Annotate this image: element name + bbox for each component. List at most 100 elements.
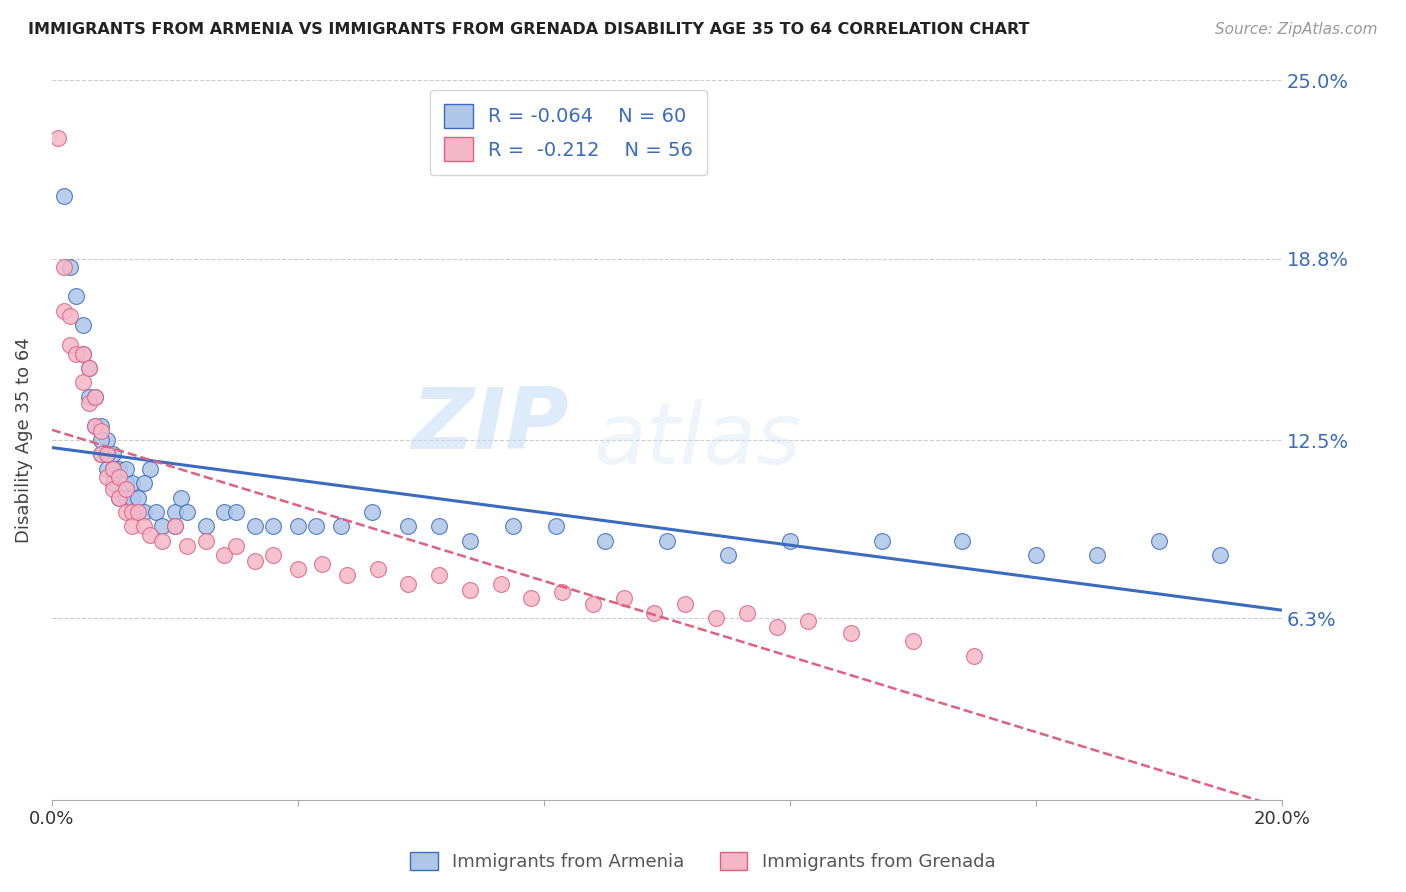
Point (59, 310, 82, 324)
Point (489, 576, 512, 591)
Point (127, 505, 149, 519)
Point (212, 548, 235, 562)
Point (59, 338, 82, 352)
Point (176, 540, 198, 554)
Point (262, 519, 284, 533)
Point (163, 519, 186, 533)
Point (1085, 548, 1108, 562)
Point (103, 476, 125, 491)
Point (336, 568, 359, 582)
Point (305, 519, 328, 533)
Point (502, 519, 524, 533)
Legend: R = -0.064    N = 60, R =  -0.212    N = 56: R = -0.064 N = 60, R = -0.212 N = 56 (430, 90, 707, 175)
Point (170, 491, 193, 505)
Point (90, 425, 112, 439)
Point (673, 597, 696, 611)
Point (108, 462, 131, 476)
Point (643, 606, 665, 620)
Point (717, 548, 740, 562)
Point (90, 447, 112, 461)
Point (108, 470, 131, 484)
Point (83, 418, 105, 433)
Point (83, 390, 105, 404)
Point (360, 505, 382, 519)
Point (53, 303, 76, 318)
Point (103, 447, 125, 461)
Point (427, 519, 450, 533)
Point (59, 260, 82, 275)
Point (950, 533, 973, 548)
Point (96, 462, 118, 476)
Point (152, 519, 174, 533)
Point (311, 557, 333, 571)
Point (1025, 548, 1047, 562)
Point (152, 533, 174, 548)
Point (145, 505, 167, 519)
Point (163, 505, 186, 519)
Point (103, 482, 125, 496)
Point (72, 318, 94, 332)
Point (398, 576, 420, 591)
Point (287, 562, 309, 576)
Point (613, 591, 636, 606)
Point (139, 528, 162, 542)
Point (132, 519, 155, 533)
Point (367, 562, 389, 576)
Point (225, 505, 247, 519)
Point (65, 347, 87, 361)
Point (46, 131, 69, 145)
Point (262, 548, 284, 562)
Text: IMMIGRANTS FROM ARMENIA VS IMMIGRANTS FROM GRENADA DISABILITY AGE 35 TO 64 CORRE: IMMIGRANTS FROM ARMENIA VS IMMIGRANTS FR… (28, 22, 1029, 37)
Point (114, 476, 136, 491)
Y-axis label: Disability Age 35 to 64: Disability Age 35 to 64 (15, 337, 32, 543)
Point (595, 533, 617, 548)
Point (551, 585, 574, 599)
Point (103, 462, 125, 476)
Point (139, 462, 162, 476)
Point (90, 447, 112, 461)
Point (329, 519, 352, 533)
Text: ZIP: ZIP (411, 384, 568, 467)
Point (108, 491, 131, 505)
Point (77, 395, 100, 409)
Point (1147, 533, 1170, 548)
Point (96, 433, 118, 447)
Point (114, 505, 136, 519)
Point (127, 505, 149, 519)
Point (121, 505, 143, 519)
Point (546, 519, 568, 533)
Point (225, 540, 247, 554)
Point (704, 611, 727, 625)
Point (458, 582, 481, 597)
Point (176, 505, 198, 519)
Text: Source: ZipAtlas.com: Source: ZipAtlas.com (1215, 22, 1378, 37)
Point (77, 361, 100, 376)
Point (65, 289, 87, 303)
Point (132, 505, 155, 519)
Point (103, 462, 125, 476)
Point (520, 591, 543, 606)
Point (72, 347, 94, 361)
Point (287, 519, 309, 533)
Point (121, 491, 143, 505)
Legend: Immigrants from Armenia, Immigrants from Grenada: Immigrants from Armenia, Immigrants from… (404, 845, 1002, 879)
Point (114, 482, 136, 496)
Point (72, 347, 94, 361)
Point (194, 519, 217, 533)
Point (212, 505, 235, 519)
Point (108, 491, 131, 505)
Point (779, 533, 801, 548)
Point (53, 260, 76, 275)
Point (766, 620, 789, 634)
Point (90, 418, 112, 433)
Point (870, 533, 893, 548)
Point (121, 519, 143, 533)
Point (243, 554, 266, 568)
Point (1209, 548, 1232, 562)
Text: atlas: atlas (593, 399, 801, 482)
Point (163, 519, 186, 533)
Point (96, 447, 118, 461)
Point (96, 470, 118, 484)
Point (839, 625, 862, 640)
Point (114, 491, 136, 505)
